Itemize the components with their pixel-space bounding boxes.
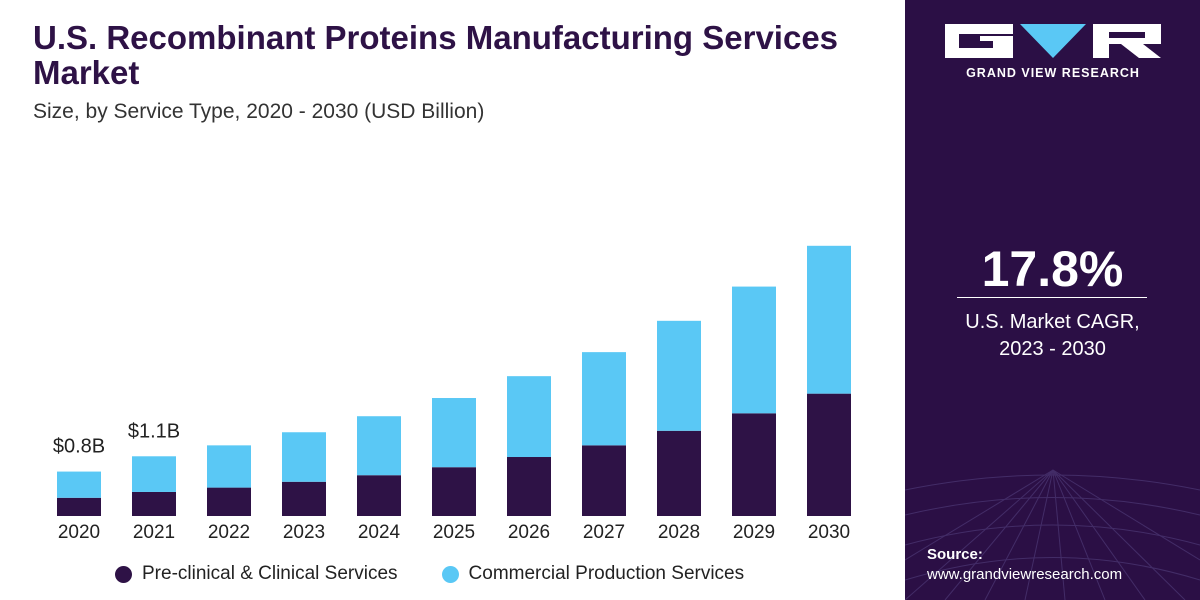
bar-2022-preclinical [207,487,251,516]
source-block: Source: www.grandviewresearch.com [927,545,1122,585]
bar-2023-commercial [282,432,326,482]
x-tick-2023: 2023 [283,522,325,543]
bar-2026-preclinical [507,457,551,516]
bar-2030-preclinical [807,393,851,516]
bar-2025-preclinical [432,467,476,516]
data-label-2021: $1.1B [128,420,180,442]
bar-2024-commercial [357,416,401,476]
x-tick-2021: 2021 [133,522,175,543]
chart-area: U.S. Recombinant Proteins Manufacturing … [33,19,851,585]
cagr-label-line2: 2023 - 2030 [999,338,1106,360]
bar-2021-preclinical [132,491,176,516]
x-tick-2025: 2025 [433,522,475,543]
bar-2028-commercial [657,320,701,431]
legend-swatch-commercial [441,565,459,583]
bar-2028-preclinical [657,430,701,516]
legend-label-commercial: Commercial Production Services [468,563,745,584]
x-tick-2026: 2026 [508,522,550,543]
bar-2027-commercial [582,352,626,446]
bar-2020-commercial [57,471,101,498]
grand-view-research-logo: GRAND VIEW RESEARCH [943,22,1163,80]
cagr-label-line1: U.S. Market CAGR, [965,311,1140,333]
data-label-2020: $0.8B [53,436,105,458]
x-tick-2028: 2028 [658,522,700,543]
stacked-bar-chart: 2020 2021 2022 2023 2024 2025 2026 2027 2028 2029… [53,245,851,543]
bar-2024-preclinical [357,475,401,516]
x-tick-2029: 2029 [733,522,775,543]
x-tick-2027: 2027 [583,522,625,543]
x-tick-2030: 2030 [808,522,850,543]
bar-2022-commercial [207,445,251,488]
source-label: Source: [927,546,983,563]
bar-2027-preclinical [582,445,626,516]
chart-subtitle: Size, by Service Type, 2020 - 2030 (USD … [33,100,485,123]
grid-floor-decoration [905,469,1200,600]
gvr-logo-icon [945,24,1161,58]
brand-name: GRAND VIEW RESEARCH [966,66,1140,80]
source-link[interactable]: www.grandviewresearch.com [927,566,1123,583]
bar-2021-commercial [132,456,176,492]
legend-swatch-preclinical [115,565,132,583]
x-tick-2022: 2022 [208,522,250,543]
x-tick-2024: 2024 [358,522,401,543]
chart-legend: Pre-clinical & Clinical Services Commerc… [115,563,788,585]
chart-title: U.S. Recombinant Proteins Manufacturing … [33,19,839,91]
bar-2026-commercial [507,376,551,458]
bar-2020-preclinical [57,497,101,516]
bar-2029-commercial [732,286,776,414]
cagr-value: 17.8% [981,241,1124,297]
bar-2025-commercial [432,398,476,468]
x-tick-2020: 2020 [58,522,100,543]
bar-2029-preclinical [732,413,776,516]
legend-label-preclinical: Pre-clinical & Clinical Services [142,563,398,584]
side-panel: GRAND VIEW RESEARCH 17.8% U.S. Market CA… [905,0,1200,600]
legend-item-preclinical: Pre-clinical & Clinical Services [115,563,398,585]
cagr-label: U.S. Market CAGR, 2023 - 2030 [905,309,1200,363]
bar-2023-preclinical [282,481,326,516]
legend-item-commercial: Commercial Production Services [441,563,745,585]
bar-2030-commercial [807,245,851,394]
cagr-divider [957,297,1147,298]
